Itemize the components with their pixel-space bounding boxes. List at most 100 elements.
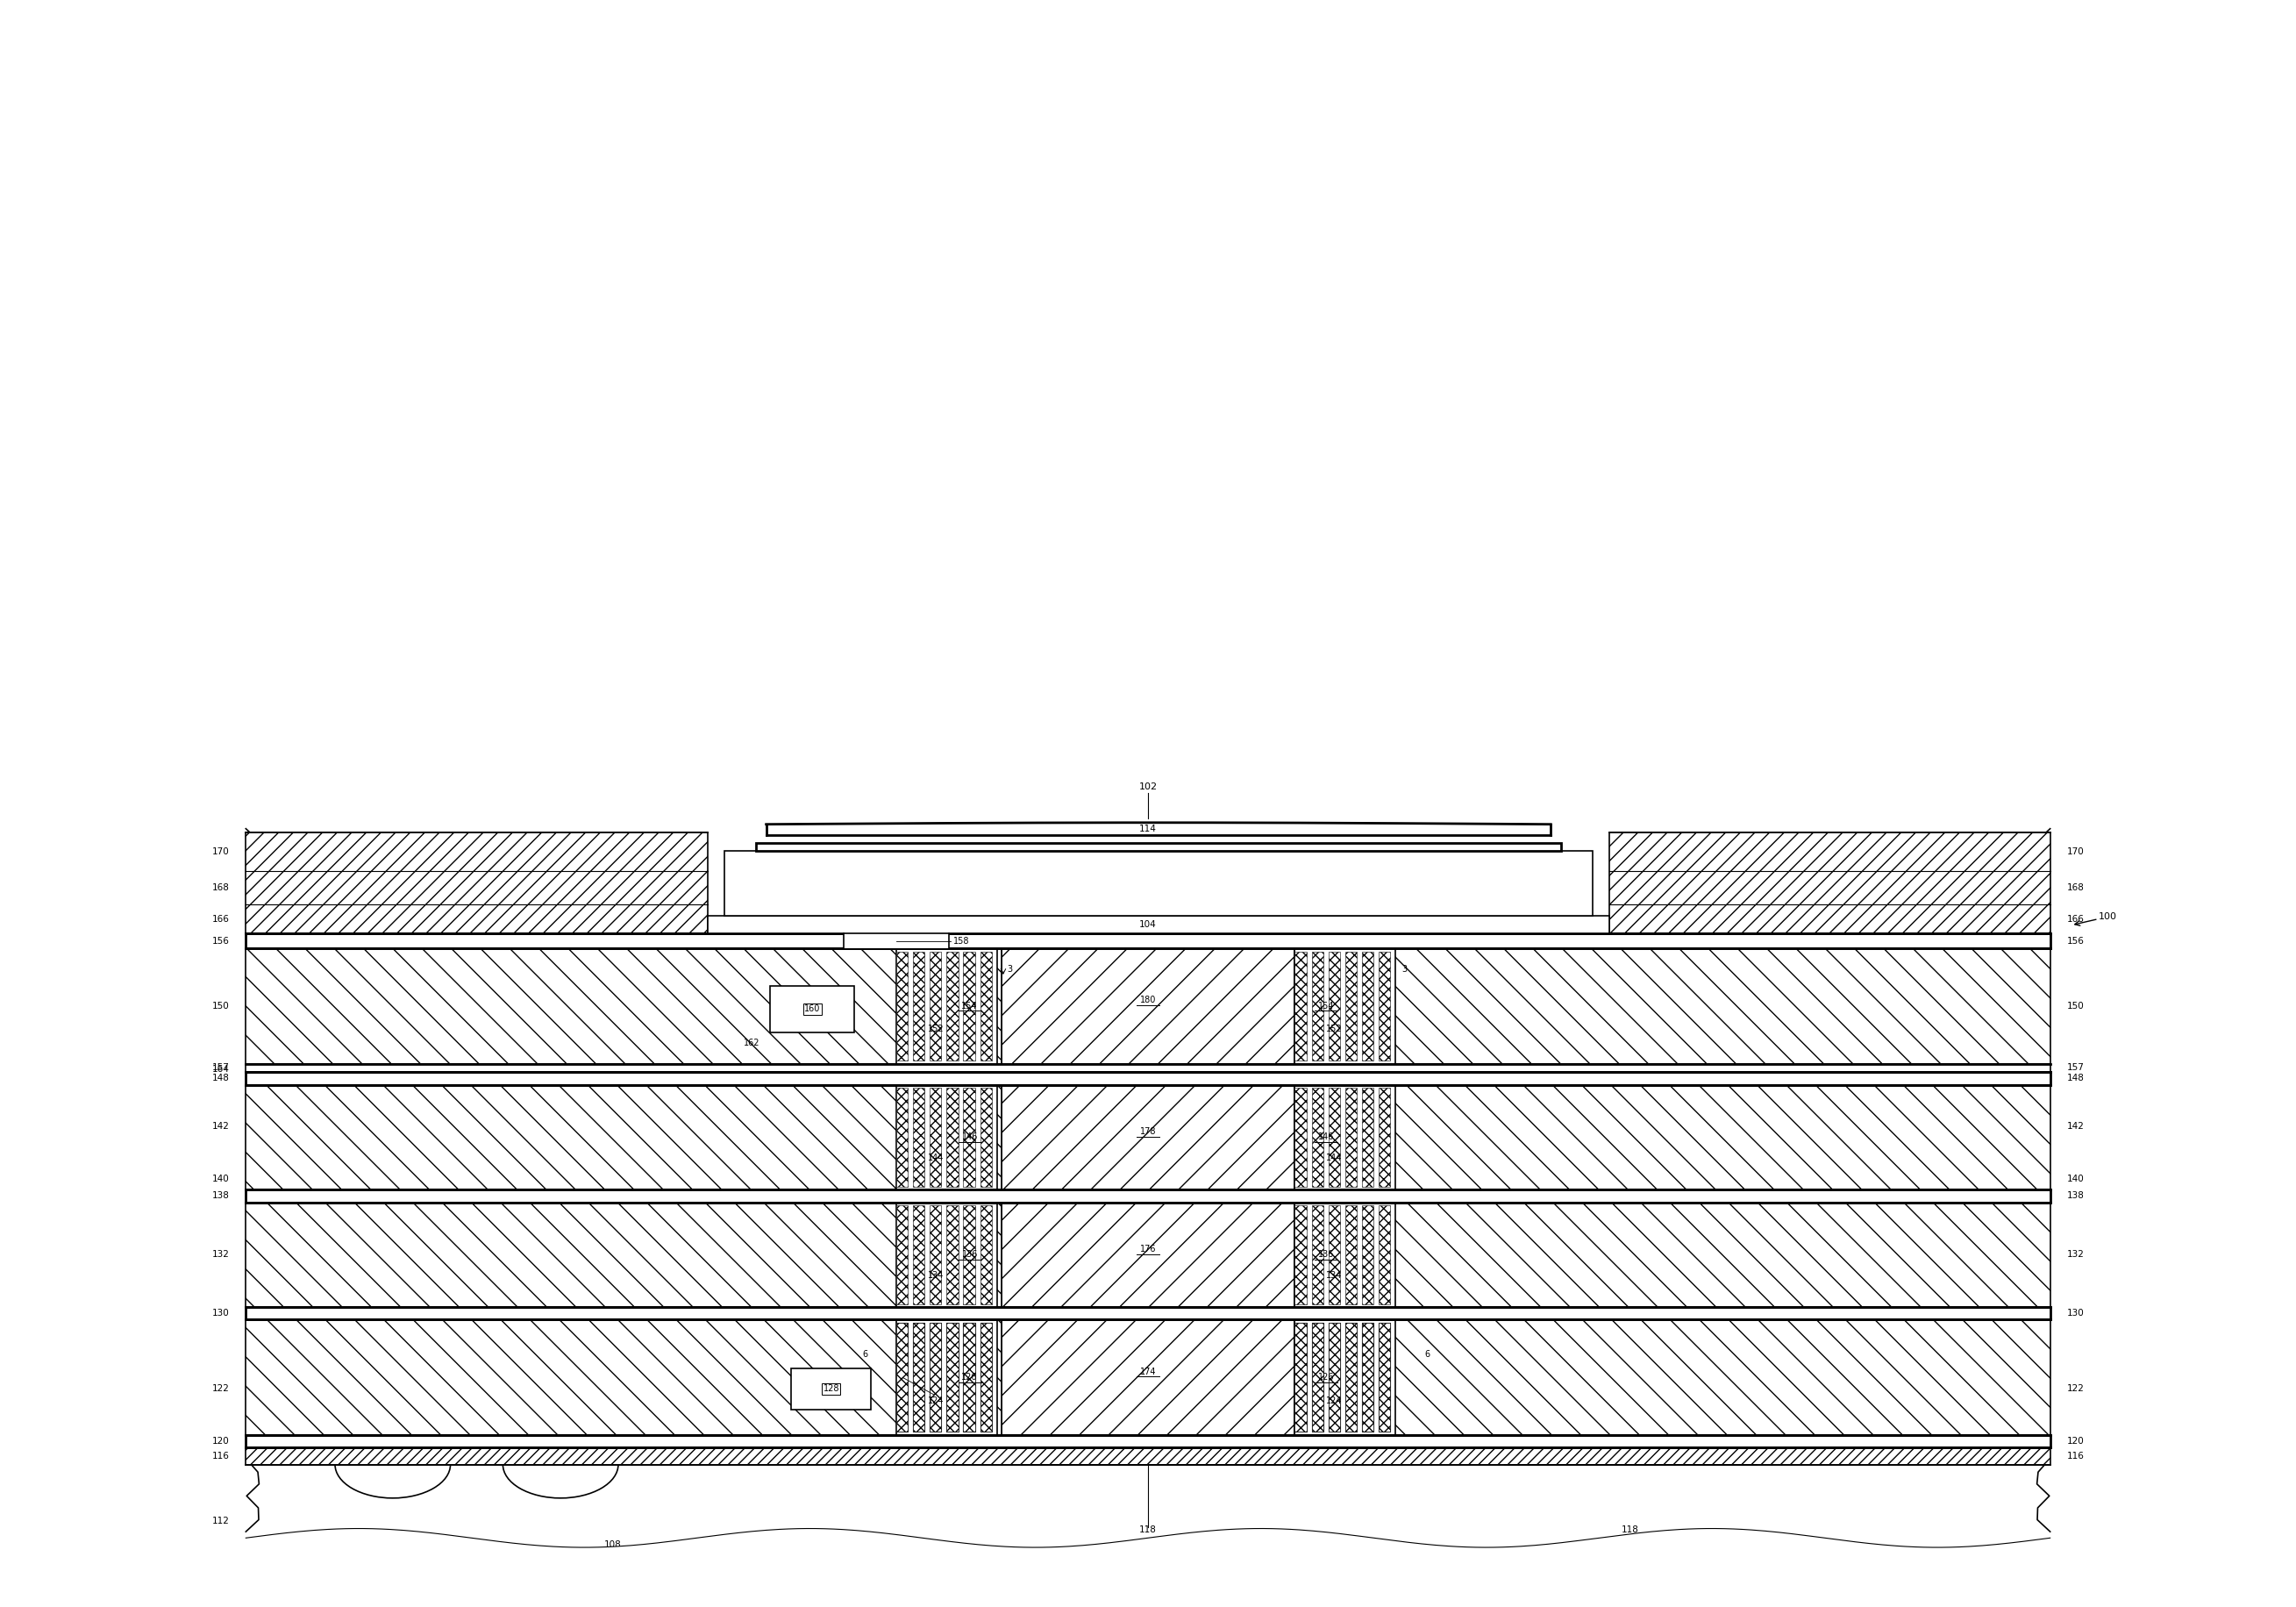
Text: 144: 144	[1327, 1154, 1343, 1162]
Text: 168: 168	[2066, 884, 2085, 892]
Text: 156: 156	[2066, 937, 2085, 945]
Bar	[1311, 1323, 1322, 1432]
Bar	[980, 1088, 992, 1186]
Text: 150: 150	[211, 1001, 230, 1011]
Text: 126: 126	[962, 1372, 978, 1382]
Text: 156: 156	[211, 937, 230, 945]
Text: 180: 180	[1139, 996, 1157, 1004]
Text: 3: 3	[1008, 964, 1013, 974]
Text: 146: 146	[1318, 1133, 1334, 1141]
Bar	[980, 951, 992, 1061]
Text: 138: 138	[2066, 1191, 2085, 1200]
Bar	[964, 1323, 976, 1432]
Bar	[246, 1435, 2050, 1448]
Text: 164: 164	[211, 1065, 230, 1073]
Text: 176: 176	[1139, 1245, 1157, 1253]
Bar	[1362, 1323, 1373, 1432]
Bar	[1329, 1088, 1341, 1186]
Text: 124: 124	[1327, 1396, 1343, 1405]
Text: 102: 102	[1139, 783, 1157, 791]
Text: 174: 174	[1139, 1368, 1157, 1376]
Text: 152: 152	[928, 1025, 944, 1033]
Bar	[996, 1085, 1001, 1189]
Text: 148: 148	[2066, 1073, 2085, 1083]
Bar	[930, 951, 941, 1061]
Text: 120: 120	[211, 1437, 230, 1446]
Text: 6: 6	[861, 1350, 868, 1360]
Text: 178: 178	[1139, 1128, 1157, 1136]
Bar	[895, 1088, 907, 1186]
Bar	[996, 1202, 1001, 1306]
Bar	[1295, 1205, 1306, 1303]
Text: 104: 104	[1139, 921, 1157, 929]
Bar	[1295, 1088, 1306, 1186]
Text: 138: 138	[211, 1191, 230, 1200]
Text: 118: 118	[1621, 1525, 1639, 1533]
Text: 136: 136	[1318, 1250, 1334, 1258]
Text: 134: 134	[1327, 1271, 1343, 1281]
Bar	[895, 1205, 907, 1303]
Bar	[1396, 1319, 2050, 1435]
Text: 157: 157	[2066, 1064, 2085, 1072]
Bar	[1362, 951, 1373, 1061]
Text: 116: 116	[211, 1451, 230, 1461]
Bar	[964, 1205, 976, 1303]
Text: 130: 130	[2066, 1310, 2085, 1318]
Bar	[1396, 948, 2050, 1064]
Bar	[1345, 951, 1357, 1061]
Text: 130: 130	[211, 1310, 230, 1318]
Bar	[930, 1205, 941, 1303]
Bar	[1329, 951, 1341, 1061]
Bar	[964, 951, 976, 1061]
Bar	[946, 1323, 957, 1432]
Bar	[1396, 1085, 2050, 1189]
Bar	[1311, 951, 1322, 1061]
Text: 162: 162	[744, 1038, 760, 1048]
Bar	[1329, 1205, 1341, 1303]
Text: 166: 166	[211, 914, 230, 924]
Bar	[246, 832, 707, 934]
Bar	[246, 1085, 895, 1189]
Bar	[1311, 1323, 1322, 1432]
Bar	[930, 1323, 941, 1432]
Bar	[930, 1323, 941, 1432]
Bar	[1380, 1323, 1391, 1432]
Text: 172: 172	[1139, 1543, 1157, 1551]
Text: 154: 154	[962, 1001, 978, 1011]
Bar	[1329, 1323, 1341, 1432]
Text: 3: 3	[1403, 964, 1407, 974]
Text: 118: 118	[1139, 1525, 1157, 1533]
Text: 152: 152	[1327, 1025, 1343, 1033]
Bar	[914, 1205, 925, 1303]
Bar	[246, 1306, 2050, 1319]
Bar	[1001, 1202, 1295, 1306]
Bar	[246, 1202, 895, 1306]
Text: 146: 146	[962, 1133, 978, 1141]
Text: 122: 122	[2066, 1385, 2085, 1393]
Text: 124: 124	[928, 1396, 944, 1405]
Text: 144: 144	[928, 1154, 944, 1162]
Bar	[1380, 1088, 1391, 1186]
Bar	[980, 1323, 992, 1432]
Bar	[946, 1323, 957, 1432]
Text: 157: 157	[211, 1064, 230, 1072]
Bar	[996, 1319, 1001, 1435]
Text: 150: 150	[2066, 1001, 2085, 1011]
Bar	[1001, 948, 1295, 1064]
Text: 170: 170	[2066, 847, 2085, 857]
Bar	[1396, 1202, 2050, 1306]
Text: 116: 116	[2066, 1451, 2085, 1461]
Text: 166: 166	[2066, 914, 2085, 924]
Bar	[895, 1323, 907, 1432]
Bar	[1329, 1323, 1341, 1432]
Text: 114: 114	[1139, 824, 1157, 832]
Bar	[246, 1319, 895, 1435]
Bar	[1311, 1088, 1322, 1186]
Text: 112: 112	[211, 1517, 230, 1525]
Bar	[996, 948, 1001, 1064]
Bar	[246, 934, 2050, 948]
Text: 140: 140	[2066, 1175, 2085, 1183]
Bar	[895, 951, 907, 1061]
Text: 134: 134	[928, 1271, 944, 1281]
Text: 126: 126	[1318, 1372, 1334, 1382]
